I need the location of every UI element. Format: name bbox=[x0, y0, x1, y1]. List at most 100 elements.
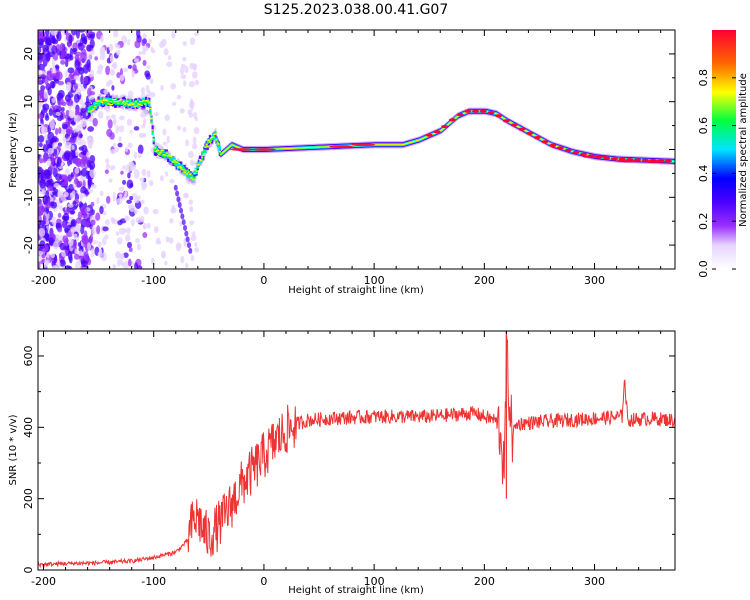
spectrogram-ridge-cell bbox=[153, 147, 156, 149]
spectrogram-ridge-cell bbox=[325, 146, 328, 148]
spectrogram-noise-blob bbox=[146, 222, 151, 229]
spectrogram-noise-blob bbox=[61, 107, 65, 112]
spectrogram-ridge-cell bbox=[187, 171, 191, 173]
spectrogram-noise-blob bbox=[133, 151, 138, 159]
spectrogram-noise-blob bbox=[38, 113, 44, 119]
spectrogram-peak bbox=[572, 151, 580, 155]
spectrogram-ridge-cell bbox=[107, 102, 110, 106]
spectrogram-noise-blob bbox=[96, 70, 103, 75]
spectrogram-ridge-cell bbox=[292, 147, 295, 149]
spectrogram-noise-blob bbox=[180, 74, 187, 80]
spectrogram-x-tick-label: -100 bbox=[141, 274, 166, 287]
spectrogram-ridge-cell bbox=[385, 144, 388, 146]
spectrogram-noise-blob bbox=[44, 204, 51, 209]
spectrogram-noise-blob bbox=[161, 253, 166, 259]
spectrogram-noise-blob bbox=[186, 242, 191, 249]
spectrogram-noise-blob bbox=[128, 247, 133, 252]
spectrogram-noise-blob bbox=[136, 265, 143, 269]
spectrogram-noise-blob bbox=[126, 241, 132, 249]
spectrogram-ridge-cell bbox=[417, 139, 420, 141]
spectrogram-ridge-cell bbox=[148, 102, 151, 107]
spectrogram-ridge-cell bbox=[92, 109, 95, 111]
snr-x-tick-label: 0 bbox=[260, 575, 267, 588]
spectrogram-noise-blob bbox=[190, 179, 197, 186]
spectrogram-noise-blob bbox=[45, 233, 50, 242]
spectrogram-noise-blob bbox=[86, 258, 92, 266]
spectrogram-noise-blob bbox=[142, 118, 147, 126]
spectrogram-noise-blob bbox=[135, 195, 142, 200]
spectrogram-ridge-cell bbox=[215, 139, 218, 141]
spectrogram-ridge-cell bbox=[201, 152, 204, 157]
spectrogram-ridge-cell bbox=[213, 133, 216, 136]
spectrogram-noise-blob bbox=[63, 191, 69, 198]
spectrogram-ridge-cell bbox=[182, 170, 185, 174]
spectrogram-noise-blob bbox=[52, 190, 58, 196]
spectrogram-ridge-cell bbox=[525, 130, 528, 132]
spectrogram-noise-blob bbox=[68, 34, 73, 44]
spectrogram-noise-blob bbox=[152, 208, 159, 215]
spectrogram-peak bbox=[487, 111, 495, 115]
spectrogram-ridge-cell bbox=[155, 150, 159, 153]
spectrogram-ridge-cell bbox=[163, 149, 166, 157]
spectrogram-ridge-cell bbox=[179, 166, 182, 168]
spectrogram-ridge-cell bbox=[201, 157, 204, 160]
spectrogram-ridge-cell bbox=[402, 144, 405, 145]
spectrogram-ridge-cell bbox=[509, 122, 512, 124]
snr-y-tick-label: 0 bbox=[22, 567, 35, 574]
spectrogram-noise-blob bbox=[38, 250, 44, 256]
spectrogram-noise-blob bbox=[48, 237, 54, 246]
spectrogram-ridge-cell bbox=[412, 141, 415, 142]
spectrogram-ridge-cell bbox=[108, 103, 111, 106]
spectrogram-noise-blob bbox=[175, 244, 182, 252]
spectrogram-ridge-cell bbox=[218, 150, 221, 154]
spectrogram-ridge-cell bbox=[143, 101, 146, 105]
spectrogram-noise-blob bbox=[127, 38, 131, 46]
spectrogram-ridge-cell bbox=[154, 149, 158, 157]
spectrogram-noise-blob bbox=[183, 80, 187, 87]
spectrogram-ridge-cell bbox=[106, 102, 109, 105]
spectrogram-noise-blob bbox=[70, 220, 76, 226]
snr-plot-area bbox=[38, 331, 675, 569]
spectrogram-noise-blob bbox=[176, 125, 182, 131]
spectrogram-ridge-cell bbox=[393, 144, 397, 146]
spectrogram-ridge-cell bbox=[418, 139, 421, 141]
spectrogram-noise-blob bbox=[49, 80, 56, 89]
spectrogram-ridge-cell bbox=[126, 104, 129, 107]
spectrogram-noise-blob bbox=[50, 157, 55, 165]
spectrogram-ridge-cell bbox=[132, 103, 135, 108]
spectrogram-noise-blob bbox=[38, 63, 45, 71]
spectrogram-ridge-cell bbox=[165, 152, 169, 154]
spectrogram-ridge-cell bbox=[424, 136, 428, 138]
spectrogram-noise-blob bbox=[57, 190, 62, 199]
spectrogram-ridge-cell bbox=[153, 147, 156, 152]
spectrogram-ridge-cell bbox=[203, 153, 206, 155]
spectrogram-noise-blob bbox=[65, 59, 69, 68]
spectrogram-ridge-cell bbox=[148, 100, 151, 103]
spectrogram-ridge-cell bbox=[90, 104, 94, 108]
spectrogram-noise-blob bbox=[56, 157, 62, 168]
spectrogram-noise-blob bbox=[98, 248, 103, 254]
spectrogram-noise-blob bbox=[106, 195, 111, 204]
spectrogram-noise-blob bbox=[189, 159, 194, 166]
spectrogram-ridge-cell bbox=[129, 99, 132, 104]
spectrogram-ridge-cell bbox=[119, 98, 122, 100]
spectrogram-ridge-cell bbox=[181, 164, 184, 169]
spectrogram-noise-blob bbox=[81, 234, 89, 241]
spectrogram-ridge-cell bbox=[296, 147, 300, 149]
spectrogram-noise-blob bbox=[74, 132, 78, 138]
spectrogram-noise-blob bbox=[163, 48, 169, 56]
spectrogram-ridge-cell bbox=[93, 101, 96, 106]
spectrogram-noise-blob bbox=[149, 91, 156, 98]
spectrogram-noise-blob bbox=[127, 258, 132, 267]
spectrogram-noise-blob bbox=[86, 242, 92, 251]
spectrogram-ridge-cell bbox=[151, 125, 154, 133]
spectrogram-ridge-cell bbox=[399, 144, 402, 146]
spectrogram-noise-blob bbox=[81, 144, 88, 153]
spectrogram-ridge-cell bbox=[518, 126, 521, 128]
spectrogram-ridge-cell bbox=[403, 143, 407, 145]
spectrogram-noise-blob bbox=[45, 30, 50, 37]
spectrogram-ridge-cell bbox=[141, 101, 144, 104]
spectrogram-noise-blob bbox=[159, 175, 164, 182]
